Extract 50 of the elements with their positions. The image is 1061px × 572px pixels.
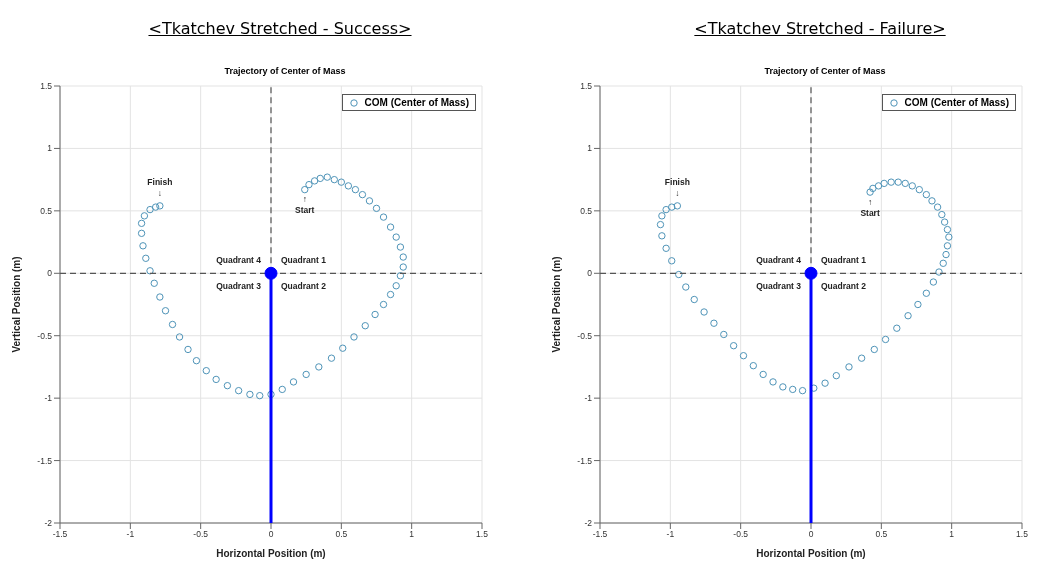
- y-tick-label: 1.5: [40, 81, 53, 92]
- x-tick-label: -0.5: [733, 529, 749, 540]
- y-tick-label: 0: [587, 268, 593, 279]
- annotation: Quadrant 3: [216, 280, 262, 291]
- x-tick-label: -0.5: [193, 529, 209, 540]
- x-tick-label: -1: [126, 529, 135, 540]
- y-tick-label: -0.5: [577, 330, 593, 341]
- y-tick-label: 1: [587, 143, 593, 154]
- chart-title: <Tkatchev Stretched - Failure>: [694, 19, 946, 38]
- annotation: Quadrant 2: [821, 280, 867, 291]
- x-tick-label: 1: [949, 529, 955, 540]
- annotation: Quadrant 3: [756, 280, 802, 291]
- y-tick-label: -1: [584, 393, 593, 404]
- x-tick-label: 0: [268, 529, 274, 540]
- annotation: ↑ Start: [860, 196, 880, 218]
- annotation: Quadrant 1: [821, 254, 867, 265]
- annotation: Finish ↓: [664, 177, 690, 199]
- legend-label: COM (Center of Mass): [904, 97, 1009, 108]
- y-tick-label: -2: [44, 518, 53, 529]
- x-axis-title: Horizontal Position (m): [216, 548, 326, 559]
- annotation: Quadrant 4: [216, 254, 262, 265]
- x-tick-label: 0.5: [875, 529, 888, 540]
- y-tick-label: -0.5: [37, 330, 53, 341]
- x-tick-label: 0.5: [335, 529, 348, 540]
- y-tick-label: 1: [47, 143, 53, 154]
- annotation: Finish ↓: [147, 177, 173, 199]
- y-tick-label: -1.5: [577, 455, 593, 466]
- y-tick-label: -2: [584, 518, 593, 529]
- annotation: Quadrant 4: [756, 254, 802, 265]
- annotation: ↑ Start: [295, 194, 315, 216]
- annotation: Quadrant 2: [281, 280, 327, 291]
- annotation: Quadrant 1: [281, 254, 327, 265]
- y-tick-label: 0.5: [40, 205, 53, 216]
- chart-title: <Tkatchev Stretched - Success>: [148, 19, 412, 38]
- x-tick-label: 1.5: [1016, 529, 1029, 540]
- x-tick-label: -1: [666, 529, 675, 540]
- x-axis-title: Horizontal Position (m): [756, 548, 866, 559]
- legend-label: COM (Center of Mass): [364, 97, 469, 108]
- chart-subtitle: Trajectory of Center of Mass: [223, 66, 347, 78]
- y-axis-title: Vertical Position (m): [550, 256, 562, 353]
- y-tick-label: 0.5: [580, 205, 593, 216]
- y-tick-label: 1.5: [580, 81, 593, 92]
- y-axis-title: Vertical Position (m): [10, 256, 22, 353]
- x-tick-label: 1: [409, 529, 415, 540]
- x-tick-label: 0: [808, 529, 814, 540]
- chart-subtitle: Trajectory of Center of Mass: [763, 66, 887, 78]
- y-tick-label: 0: [47, 268, 53, 279]
- x-tick-label: 1.5: [476, 529, 489, 540]
- y-tick-label: -1.5: [37, 455, 53, 466]
- y-tick-label: -1: [44, 393, 53, 404]
